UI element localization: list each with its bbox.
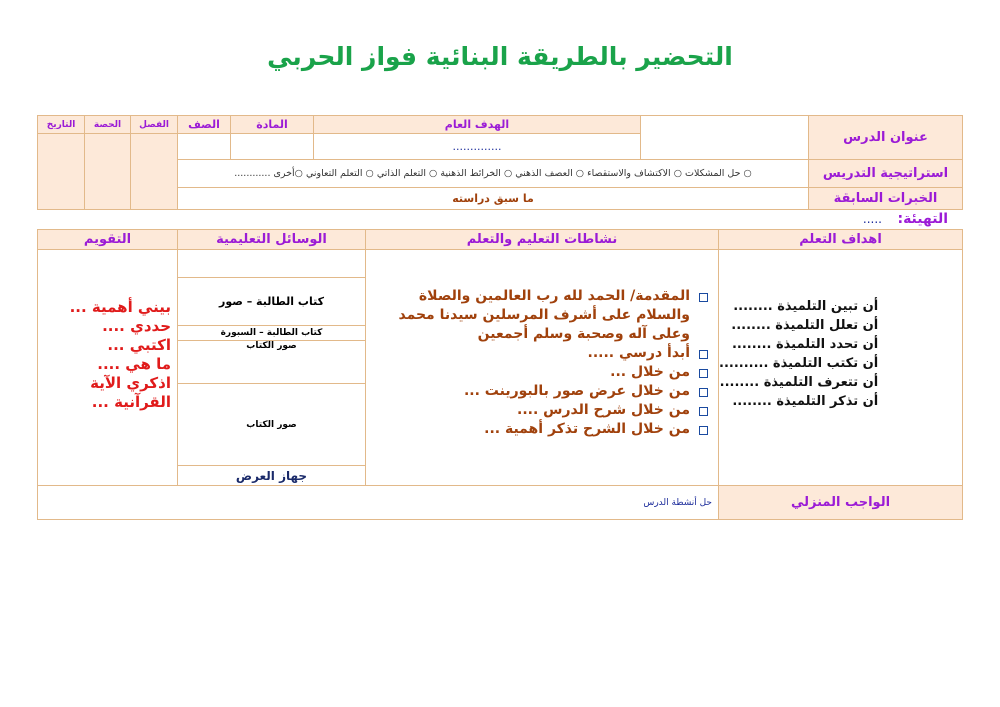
- evaluation-item: اكتبي ...: [107, 336, 171, 354]
- lesson-title-label: عنوان الدرس: [808, 115, 963, 160]
- header-activities: نشاطات التعليم والتعلم: [365, 229, 719, 250]
- date-value: [37, 133, 85, 210]
- aid-item: صور الكتاب: [177, 340, 366, 384]
- general-goal-label: الهدف العام: [313, 115, 641, 134]
- aid-item: جهاز العرض: [177, 465, 366, 486]
- evaluation-item: حددي ....: [102, 317, 171, 335]
- evaluation-cell: بيني أهمية ... حددي .... اكتبي ... ما هي…: [37, 249, 178, 486]
- objective-item: أن تكتب التلميذة ..........: [719, 356, 879, 371]
- prior-knowledge-value: ما سبق دراسته: [177, 187, 809, 210]
- objective-item: أن تذكر التلميذة ........: [732, 394, 879, 409]
- period-label: الحصة: [84, 115, 131, 134]
- objectives-cell: أن تبين التلميذة ........ أن تعلل التلمي…: [718, 249, 963, 486]
- aid-item: كتاب الطالبة – صور: [177, 277, 366, 326]
- evaluation-item: اذكري الآية القرآنية ...: [90, 374, 171, 411]
- homework-label: الواجب المنزلي: [718, 485, 963, 520]
- lesson-title-value: [640, 115, 809, 160]
- strategy-label: استراتيجية التدريس: [808, 159, 963, 188]
- header-evaluation: التقويم: [37, 229, 178, 250]
- objective-item: أن تحدد التلميذة ........: [731, 337, 879, 352]
- objective-item: أن تبين التلميذة ........: [733, 299, 879, 314]
- subject-label: المادة: [230, 115, 314, 134]
- grade-label: الصف: [177, 115, 231, 134]
- evaluation-item: ما هي ....: [97, 355, 171, 373]
- general-goal-value: ..............: [313, 133, 641, 160]
- evaluation-item: بيني أهمية ...: [69, 298, 171, 316]
- homework-value: حل أنشطة الدرس: [37, 485, 719, 520]
- class-value: [130, 133, 178, 210]
- activity-item: المقدمة/ الحمد لله رب العالمين والصلاة و…: [384, 287, 710, 344]
- activity-item: من خلال شرح الدرس ....: [384, 401, 710, 420]
- aid-item: صور الكتاب: [177, 383, 366, 466]
- activity-item: من خلال ...: [384, 363, 710, 382]
- objective-item: أن تعلل التلميذة ........: [731, 318, 879, 333]
- warmup-value: .....: [862, 212, 882, 226]
- aid-item: كتاب الطالبة – السبورة: [177, 325, 366, 341]
- subject-value: [230, 133, 314, 160]
- warmup-label: التهيئة:: [897, 211, 948, 227]
- aid-item: [177, 249, 366, 278]
- page-title: التحضير بالطريقة البنائية فواز الحربي: [267, 42, 733, 71]
- grade-value: [177, 133, 231, 160]
- period-value: [84, 133, 131, 210]
- date-label: التاريخ: [37, 115, 85, 134]
- prior-knowledge-label: الخبرات السابقة: [808, 187, 963, 210]
- objective-item: أن تتعرف التلميذة ........: [719, 375, 879, 390]
- strategy-options[interactable]: ○ حل المشكلات ○ الاكتشاف والاستقصاء ○ ال…: [177, 159, 809, 188]
- activity-item: من خلال الشرح تذكر أهمية ...: [384, 420, 710, 439]
- class-label: الفصل: [130, 115, 178, 134]
- header-aids: الوسائل التعليمية: [177, 229, 366, 250]
- activity-item: أبدأ درسي .....: [384, 344, 710, 363]
- header-objectives: اهداف التعلم: [718, 229, 963, 250]
- activities-cell: المقدمة/ الحمد لله رب العالمين والصلاة و…: [365, 249, 719, 486]
- activity-item: من خلال عرض صور بالبورينت ...: [384, 382, 710, 401]
